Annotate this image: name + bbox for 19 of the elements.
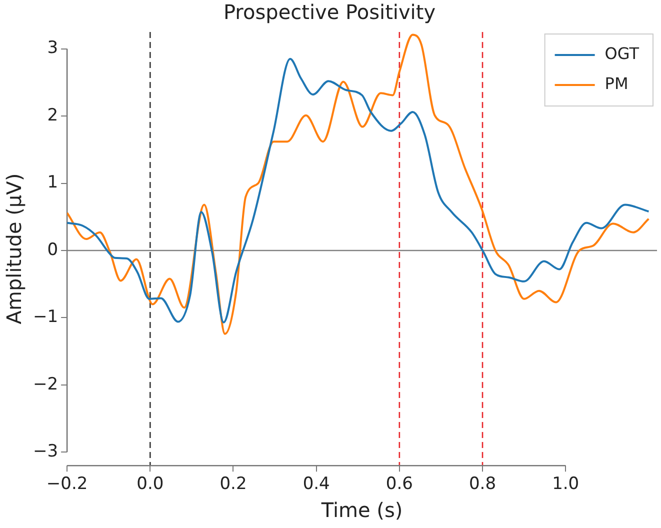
chart-title: Prospective Positivity (223, 0, 436, 24)
legend-label: OGT (604, 44, 640, 64)
x-tick-label: 0.8 (468, 474, 496, 494)
x-tick-label: 0.2 (220, 474, 247, 494)
text: 0.0 (136, 474, 164, 494)
y-axis-title: Amplitude (μV) (2, 173, 26, 324)
y-tick-label: −3 (33, 442, 58, 462)
y-tick-label: −1 (33, 307, 58, 328)
x-tick-label: 0.4 (302, 474, 330, 494)
y-tick-label: 2 (47, 105, 58, 126)
text: 1.0 (552, 474, 580, 494)
x-tick-label: −0.2 (46, 474, 88, 494)
x-axis-title: Time (s) (320, 498, 403, 522)
legend-label: PM (604, 74, 628, 94)
y-tick-label: 3 (47, 38, 58, 58)
y-tick-label: −2 (33, 374, 58, 394)
y-tick-label: 1 (47, 172, 58, 193)
y-tick-label: 0 (47, 240, 58, 260)
x-tick-label: 0.6 (386, 474, 413, 494)
